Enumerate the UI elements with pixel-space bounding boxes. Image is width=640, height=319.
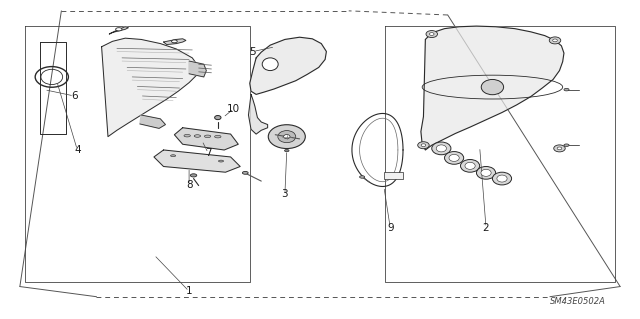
Ellipse shape [549, 37, 561, 44]
Text: 4: 4 [74, 145, 81, 155]
Ellipse shape [432, 142, 451, 155]
Ellipse shape [204, 135, 211, 137]
Ellipse shape [214, 115, 221, 120]
Ellipse shape [243, 171, 248, 174]
Ellipse shape [445, 152, 464, 164]
Ellipse shape [116, 28, 122, 31]
Ellipse shape [190, 174, 196, 177]
Ellipse shape [360, 176, 365, 178]
Ellipse shape [194, 135, 200, 137]
Polygon shape [109, 27, 129, 34]
Ellipse shape [214, 135, 221, 138]
Polygon shape [248, 94, 268, 134]
Ellipse shape [564, 144, 569, 146]
Ellipse shape [465, 162, 475, 169]
Polygon shape [189, 61, 206, 77]
Ellipse shape [553, 39, 557, 42]
Ellipse shape [418, 142, 429, 149]
Ellipse shape [557, 147, 562, 150]
Ellipse shape [284, 135, 290, 139]
Text: 6: 6 [71, 91, 77, 101]
Ellipse shape [421, 144, 426, 147]
Ellipse shape [278, 130, 296, 143]
Ellipse shape [218, 160, 223, 162]
Ellipse shape [426, 31, 438, 38]
Ellipse shape [564, 88, 569, 91]
Ellipse shape [497, 175, 507, 182]
Ellipse shape [268, 125, 305, 149]
Polygon shape [174, 128, 238, 150]
Ellipse shape [481, 169, 491, 176]
Text: 9: 9 [387, 223, 394, 233]
Ellipse shape [461, 160, 479, 172]
Text: 8: 8 [186, 180, 193, 190]
Ellipse shape [285, 150, 289, 152]
Ellipse shape [262, 58, 278, 70]
Ellipse shape [449, 154, 460, 161]
Polygon shape [154, 150, 240, 172]
Ellipse shape [172, 40, 177, 43]
Ellipse shape [429, 33, 434, 35]
Ellipse shape [481, 79, 504, 95]
Ellipse shape [171, 155, 175, 157]
Text: 1: 1 [186, 286, 193, 296]
Ellipse shape [476, 167, 495, 179]
Polygon shape [421, 26, 564, 150]
Polygon shape [102, 38, 198, 137]
Ellipse shape [554, 145, 565, 152]
Text: SM43E0502A: SM43E0502A [550, 297, 606, 306]
Ellipse shape [184, 134, 190, 137]
Bar [384, 172, 403, 179]
Text: 5: 5 [250, 47, 256, 56]
Text: 10: 10 [227, 104, 241, 114]
Text: 7: 7 [205, 148, 212, 158]
Ellipse shape [492, 172, 511, 185]
Polygon shape [250, 37, 326, 94]
Polygon shape [140, 115, 166, 128]
Text: 2: 2 [483, 223, 490, 233]
Text: 3: 3 [282, 189, 288, 199]
Polygon shape [164, 39, 186, 45]
Ellipse shape [436, 145, 447, 152]
